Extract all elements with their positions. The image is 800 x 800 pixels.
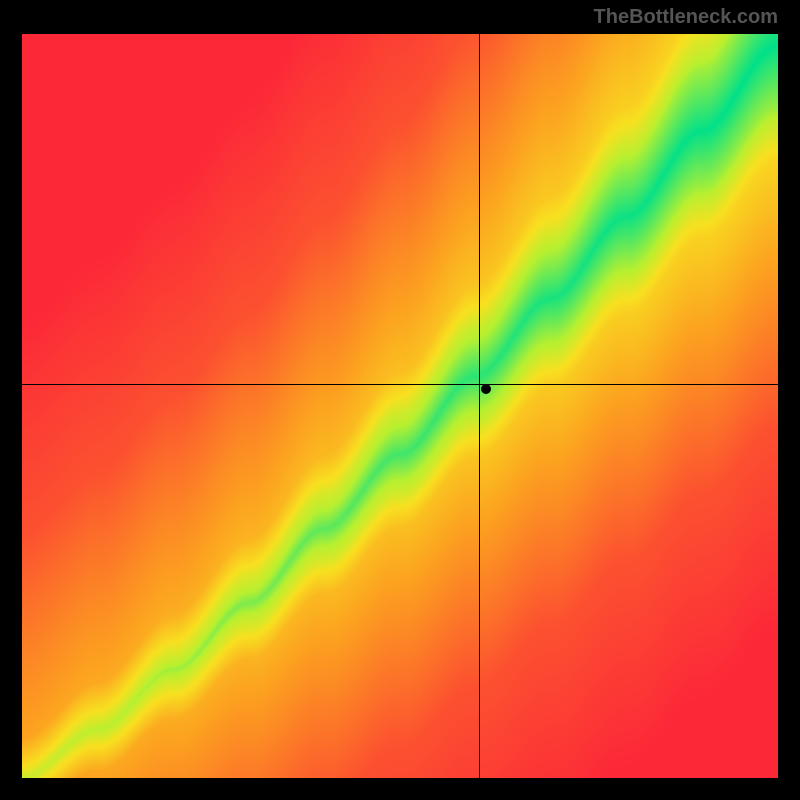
crosshair-horizontal — [22, 384, 778, 385]
crosshair-vertical — [479, 34, 480, 778]
heatmap-canvas — [22, 34, 778, 778]
watermark-text: TheBottleneck.com — [594, 6, 778, 29]
plot-area — [22, 34, 778, 778]
data-point-marker — [481, 384, 491, 394]
